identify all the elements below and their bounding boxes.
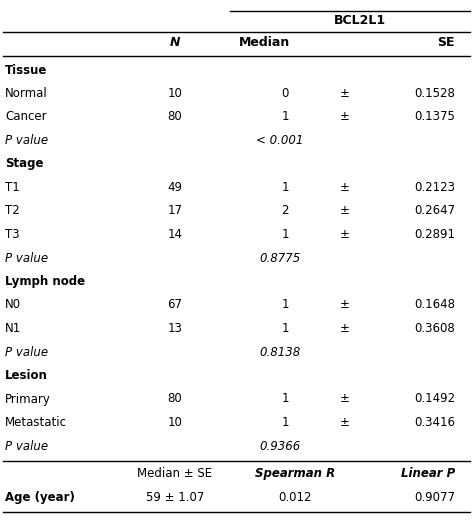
- Text: 10: 10: [168, 416, 182, 429]
- Text: ±: ±: [340, 87, 350, 100]
- Text: 2: 2: [281, 205, 289, 218]
- Text: 1: 1: [281, 299, 289, 312]
- Text: 0.3608: 0.3608: [414, 322, 455, 335]
- Text: 0.9077: 0.9077: [414, 491, 455, 504]
- Text: 0.1375: 0.1375: [414, 111, 455, 124]
- Text: ±: ±: [340, 228, 350, 241]
- Text: Metastatic: Metastatic: [5, 416, 67, 429]
- Text: 13: 13: [168, 322, 182, 335]
- Text: 0.3416: 0.3416: [414, 416, 455, 429]
- Text: Age (year): Age (year): [5, 491, 75, 504]
- Text: 0.1648: 0.1648: [414, 299, 455, 312]
- Text: 14: 14: [167, 228, 182, 241]
- Text: < 0.001: < 0.001: [256, 134, 304, 147]
- Text: N: N: [170, 37, 180, 50]
- Text: 17: 17: [167, 205, 182, 218]
- Text: Tissue: Tissue: [5, 64, 47, 77]
- Text: 0.1492: 0.1492: [414, 393, 455, 406]
- Text: 1: 1: [281, 111, 289, 124]
- Text: 1: 1: [281, 393, 289, 406]
- Text: N0: N0: [5, 299, 21, 312]
- Text: ±: ±: [340, 299, 350, 312]
- Text: 1: 1: [281, 228, 289, 241]
- Text: P value: P value: [5, 440, 48, 453]
- Text: ±: ±: [340, 205, 350, 218]
- Text: Normal: Normal: [5, 87, 48, 100]
- Text: T1: T1: [5, 181, 20, 194]
- Text: Linear P: Linear P: [401, 467, 455, 480]
- Text: Stage: Stage: [5, 158, 44, 171]
- Text: 0.2123: 0.2123: [414, 181, 455, 194]
- Text: 0.1528: 0.1528: [414, 87, 455, 100]
- Text: 1: 1: [281, 181, 289, 194]
- Text: 0.9366: 0.9366: [259, 440, 301, 453]
- Text: ±: ±: [340, 111, 350, 124]
- Text: P value: P value: [5, 134, 48, 147]
- Text: ±: ±: [340, 416, 350, 429]
- Text: BCL2L1: BCL2L1: [334, 14, 386, 27]
- Text: Median ± SE: Median ± SE: [137, 467, 212, 480]
- Text: 10: 10: [168, 87, 182, 100]
- Text: 0.8775: 0.8775: [259, 252, 301, 265]
- Text: 0: 0: [281, 87, 289, 100]
- Text: 0.2647: 0.2647: [414, 205, 455, 218]
- Text: 1: 1: [281, 322, 289, 335]
- Text: 49: 49: [167, 181, 182, 194]
- Text: 1: 1: [281, 416, 289, 429]
- Text: Lymph node: Lymph node: [5, 275, 85, 288]
- Text: Cancer: Cancer: [5, 111, 46, 124]
- Text: ±: ±: [340, 181, 350, 194]
- Text: Primary: Primary: [5, 393, 51, 406]
- Text: Spearman R: Spearman R: [255, 467, 335, 480]
- Text: P value: P value: [5, 346, 48, 359]
- Text: 0.012: 0.012: [278, 491, 312, 504]
- Text: 80: 80: [168, 111, 182, 124]
- Text: Median: Median: [239, 37, 291, 50]
- Text: ±: ±: [340, 393, 350, 406]
- Text: P value: P value: [5, 252, 48, 265]
- Text: T3: T3: [5, 228, 19, 241]
- Text: 67: 67: [167, 299, 182, 312]
- Text: T2: T2: [5, 205, 20, 218]
- Text: ±: ±: [340, 322, 350, 335]
- Text: 0.2891: 0.2891: [414, 228, 455, 241]
- Text: 0.8138: 0.8138: [259, 346, 301, 359]
- Text: N1: N1: [5, 322, 21, 335]
- Text: 80: 80: [168, 393, 182, 406]
- Text: SE: SE: [438, 37, 455, 50]
- Text: 59 ± 1.07: 59 ± 1.07: [146, 491, 204, 504]
- Text: Lesion: Lesion: [5, 369, 48, 382]
